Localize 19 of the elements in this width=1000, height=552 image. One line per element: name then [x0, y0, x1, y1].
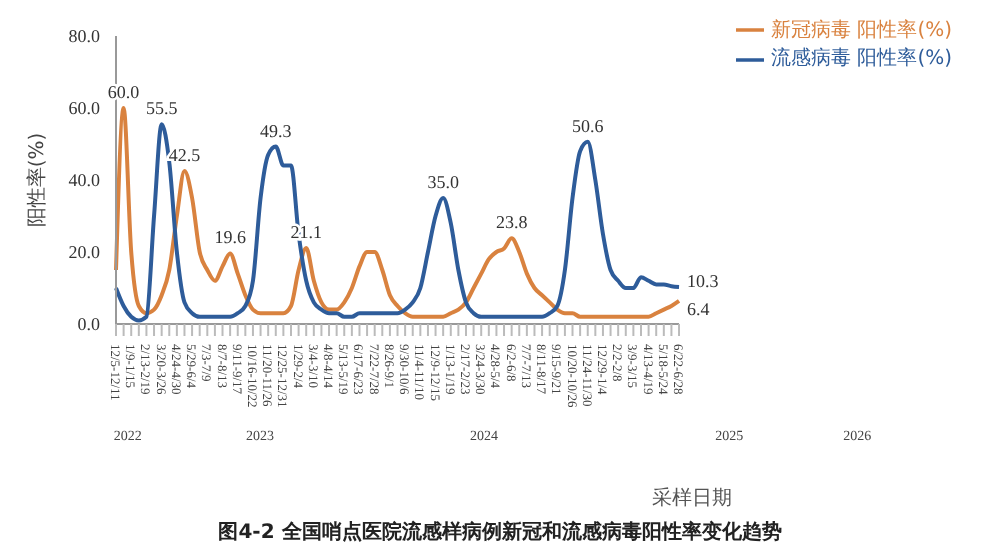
data-label: 10.3: [687, 270, 720, 291]
y-axis-title: 阳性率(%): [25, 132, 50, 228]
data-label: 60.0: [107, 82, 141, 102]
y-tick-label: 0.0: [77, 314, 101, 335]
data-label: 6.4: [687, 298, 711, 319]
y-tick-label: 80.0: [68, 26, 101, 47]
x-axis-title: 采样日期: [652, 486, 732, 510]
data-label: 50.6: [571, 115, 605, 136]
data-label: 35.0: [427, 172, 460, 192]
y-tick-label: 20.0: [68, 242, 101, 263]
legend-label: 新冠病毒 阳性率(%): [771, 20, 952, 42]
text: 图4-2 全国哨点医院流感样病例新冠和流感病毒阳性率变化趋势: [218, 520, 782, 544]
y-tick-label: 40.0: [68, 170, 101, 191]
data-label: 49.3: [260, 120, 293, 141]
data-label: 55.5: [145, 98, 179, 119]
data-label: 23.8: [495, 212, 529, 233]
data-label: 19.6: [214, 227, 247, 248]
legend-label: 流感病毒 阳性率(%): [771, 48, 952, 71]
y-tick-label: 60.0: [68, 98, 101, 119]
